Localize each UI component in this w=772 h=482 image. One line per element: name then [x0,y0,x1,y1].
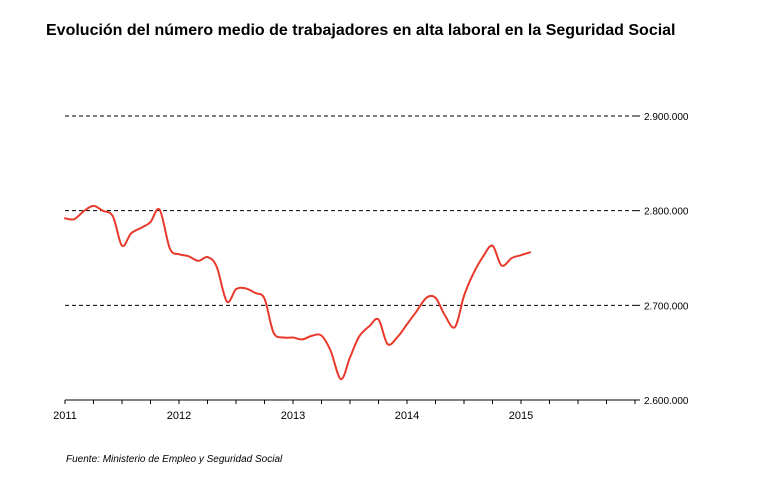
x-tick-label: 2011 [53,410,77,422]
y-tick-labels: 2.600.000 2.700.000 2.800.000 2.900.000 [644,112,689,407]
x-tick-label: 2015 [509,410,533,422]
x-tick-label: 2012 [167,410,191,422]
line-chart: 2.600.000 2.700.000 2.800.000 2.900.000 201… [53,112,689,422]
y-tick-label: 2.900.000 [644,112,689,123]
series-layer [64,204,532,381]
series-line [64,204,532,381]
x-axis [64,399,636,404]
gridlines [65,115,640,401]
y-tick-label: 2.600.000 [644,396,689,407]
y-tick-label: 2.800.000 [644,207,689,218]
x-tick-labels: 2011 2012 2013 2014 2015 [53,410,533,422]
x-tick-label: 2013 [281,410,305,422]
x-tick-label: 2014 [395,410,419,422]
y-tick-label: 2.700.000 [644,301,689,312]
chart-title: Evolución del número medio de trabajador… [46,22,676,39]
source-note: Fuente: Ministerio de Empleo y Seguridad… [66,454,283,465]
